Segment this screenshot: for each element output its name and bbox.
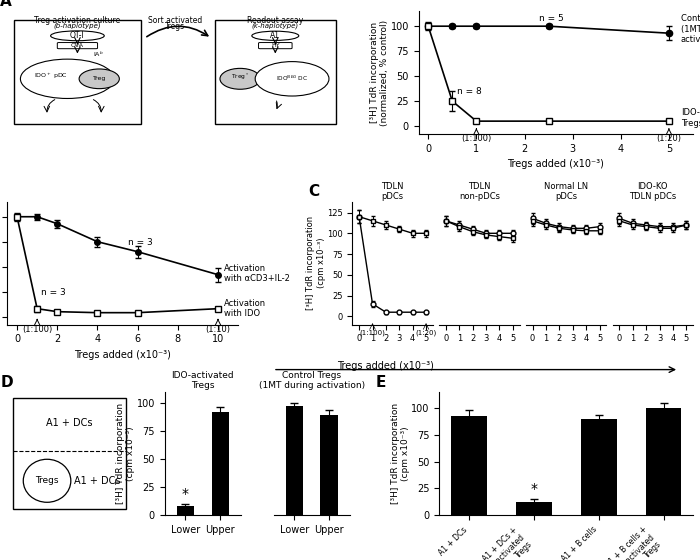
Ellipse shape — [20, 59, 114, 99]
Text: Tregs: Tregs — [164, 22, 185, 31]
Text: Tregs added (x10⁻³): Tregs added (x10⁻³) — [337, 361, 433, 371]
Text: Treg activation culture: Treg activation culture — [34, 16, 120, 25]
Y-axis label: [³H] TdR incorporation
(normalized, % control): [³H] TdR incorporation (normalized, % co… — [370, 20, 389, 126]
Text: n = 8: n = 8 — [457, 87, 482, 96]
Text: HY: HY — [271, 43, 279, 48]
Title: TDLN
pDCs: TDLN pDCs — [382, 181, 404, 201]
Bar — [516, 502, 552, 515]
X-axis label: Tregs added (x10⁻³): Tregs added (x10⁻³) — [508, 160, 604, 170]
Title: IDO-activated
Tregs: IDO-activated Tregs — [172, 371, 234, 390]
Y-axis label: [³H] TdR incorporation
(cpm x10⁻³): [³H] TdR incorporation (cpm x10⁻³) — [116, 403, 135, 505]
FancyBboxPatch shape — [258, 43, 292, 49]
Text: Treg: Treg — [92, 76, 106, 81]
Bar — [14, 20, 141, 124]
Bar — [286, 405, 303, 515]
Text: (1:100): (1:100) — [461, 134, 491, 143]
Text: *: * — [531, 482, 538, 496]
Bar — [451, 416, 486, 515]
Text: n = 3: n = 3 — [41, 288, 66, 297]
Text: Readout assay: Readout assay — [247, 16, 303, 25]
FancyBboxPatch shape — [57, 43, 97, 49]
Text: (1:100): (1:100) — [360, 330, 386, 336]
Text: n = 5: n = 5 — [539, 14, 564, 23]
Ellipse shape — [50, 31, 104, 41]
Bar — [321, 414, 338, 515]
Bar — [215, 20, 336, 124]
Title: Normal LN
pDCs: Normal LN pDCs — [544, 181, 588, 201]
Text: (k-haplotype): (k-haplotype) — [252, 22, 299, 29]
Text: *: * — [182, 487, 189, 501]
Ellipse shape — [23, 459, 71, 502]
Ellipse shape — [252, 31, 299, 40]
Title: TDLN
non-pDCs: TDLN non-pDCs — [458, 181, 500, 201]
Text: A1 + DCs: A1 + DCs — [74, 476, 120, 486]
Text: Sort activated: Sort activated — [148, 16, 202, 25]
Text: Control Tregs
(1MT during
activation): Control Tregs (1MT during activation) — [681, 15, 700, 44]
Text: (1:20): (1:20) — [415, 330, 437, 336]
Text: A1 + DCs: A1 + DCs — [46, 418, 93, 428]
Text: E: E — [376, 375, 386, 390]
Text: A: A — [0, 0, 12, 9]
Title: Control Tregs
(1MT during activation): Control Tregs (1MT during activation) — [259, 371, 365, 390]
Text: IDO$^{NEG}$ DC: IDO$^{NEG}$ DC — [276, 74, 308, 83]
Bar — [646, 408, 682, 515]
Y-axis label: [³H] TdR incorporation
(cpm x10⁻³): [³H] TdR incorporation (cpm x10⁻³) — [306, 216, 326, 310]
Bar — [177, 506, 194, 515]
Ellipse shape — [256, 62, 329, 96]
Text: (1:20): (1:20) — [657, 134, 681, 143]
Y-axis label: [³H] TdR incorporation
(cpm x10⁻³): [³H] TdR incorporation (cpm x10⁻³) — [391, 403, 410, 505]
Text: IA$^b$: IA$^b$ — [92, 50, 104, 59]
Text: (b-haplotype): (b-haplotype) — [54, 22, 102, 29]
Text: Tregs: Tregs — [35, 477, 59, 486]
Text: IDO$^+$ pDC: IDO$^+$ pDC — [34, 72, 67, 81]
Bar — [581, 419, 617, 515]
X-axis label: Tregs added (x10⁻³): Tregs added (x10⁻³) — [74, 350, 171, 360]
Ellipse shape — [79, 69, 120, 88]
Text: A1: A1 — [270, 31, 280, 40]
Title: IDO-KO
TDLN pDCs: IDO-KO TDLN pDCs — [629, 181, 676, 201]
Text: Activation
with IDO: Activation with IDO — [224, 299, 266, 319]
Text: OT-I: OT-I — [70, 31, 85, 40]
Text: (1:10): (1:10) — [206, 325, 230, 334]
Text: OVA: OVA — [71, 43, 84, 48]
Bar — [211, 412, 229, 515]
Text: D: D — [1, 375, 13, 390]
Text: Treg$^*$: Treg$^*$ — [231, 71, 249, 82]
Text: n = 3: n = 3 — [127, 237, 153, 247]
Ellipse shape — [220, 68, 260, 89]
Text: IDO-activated
Tregs: IDO-activated Tregs — [681, 109, 700, 128]
Text: C: C — [308, 184, 319, 199]
Text: (1:100): (1:100) — [22, 325, 52, 334]
Text: Activation
with αCD3+IL-2: Activation with αCD3+IL-2 — [224, 264, 290, 283]
